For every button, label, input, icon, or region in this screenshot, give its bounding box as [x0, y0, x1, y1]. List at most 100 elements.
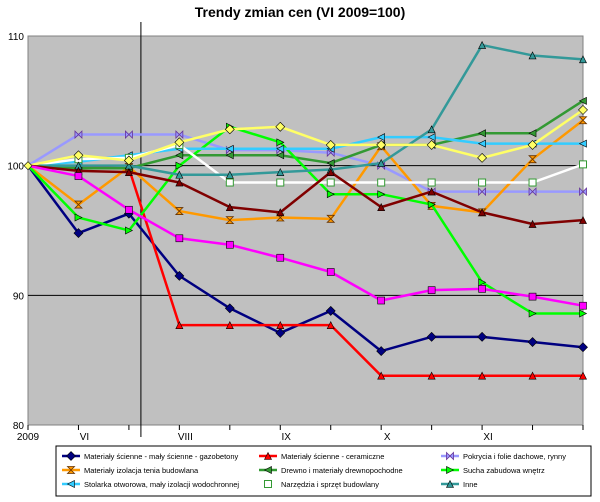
legend-label: Materiały izolacja tenia budowlana: [84, 466, 199, 475]
marker-play: [377, 190, 386, 199]
marker-diamond: [174, 137, 185, 148]
marker-diamond: [224, 124, 235, 135]
marker-triangle: [377, 202, 386, 211]
marker-square-open: [377, 178, 386, 187]
marker-square-open: [326, 178, 335, 187]
marker-hourglass: [528, 155, 538, 164]
marker-square: [125, 205, 133, 214]
legend-item: Inne: [441, 479, 478, 489]
marker-triangle: [478, 40, 487, 49]
marker-triangle: [276, 208, 285, 217]
marker-diamond: [477, 331, 488, 342]
marker-square: [377, 296, 385, 305]
marker-arrow: [477, 129, 486, 138]
marker-arrow: [225, 151, 234, 160]
legend-label: Narzędzia i sprzęt budowlany: [281, 480, 379, 489]
marker-play: [446, 466, 455, 474]
marker-triangle: [528, 51, 537, 60]
marker-bowtie: [528, 187, 537, 197]
marker-diamond: [578, 342, 588, 353]
marker-left-triangle: [66, 480, 75, 488]
legend-box: [55, 445, 592, 497]
legend-label: Inne: [463, 480, 478, 489]
series-line: [27, 99, 584, 170]
marker-left-triangle: [427, 133, 436, 142]
marker-play: [528, 309, 537, 318]
x-tick-label: IX: [282, 432, 292, 443]
marker-square: [579, 301, 587, 310]
marker-square: [326, 268, 335, 276]
x-tick-label: 2009: [17, 432, 40, 443]
series-line: [27, 164, 584, 307]
legend-item: Stolarka otworowa, mały izolacji wodochr…: [62, 480, 239, 489]
series-line: [27, 108, 584, 167]
marker-triangle: [528, 219, 537, 228]
marker-square-open: [225, 178, 234, 187]
marker-left-triangle: [276, 144, 285, 153]
series-9: [27, 104, 588, 167]
marker-diamond: [73, 150, 84, 161]
marker-left-triangle: [225, 144, 234, 153]
marker-square-open: [427, 178, 436, 187]
series-line: [27, 164, 584, 226]
series-5: [27, 122, 588, 318]
marker-diamond: [426, 139, 437, 150]
legend: Materiały ścienne - mały ścienne - gazob…: [55, 445, 592, 497]
marker-hourglass: [578, 116, 588, 125]
marker-bowtie: [446, 451, 454, 461]
marker-hourglass: [326, 214, 336, 223]
series-11: [27, 164, 587, 310]
marker-square-open: [579, 160, 587, 169]
plot-background: [27, 35, 584, 426]
marker-diamond: [325, 139, 336, 150]
marker-play: [326, 190, 335, 199]
legend-label: Drewno i materiały drewnopochodne: [281, 466, 403, 475]
marker-square-open: [478, 178, 487, 187]
marker-arrow: [326, 159, 335, 168]
marker-triangle: [124, 167, 133, 176]
marker-triangle: [478, 371, 487, 380]
y-tick-label: 80: [13, 421, 25, 432]
marker-arrow: [263, 466, 272, 474]
x-tick-label: VIII: [178, 432, 193, 443]
marker-diamond: [477, 152, 488, 163]
marker-triangle: [225, 320, 234, 329]
marker-triangle: [427, 187, 436, 196]
marker-left-triangle: [578, 139, 587, 148]
y-tick-label: 90: [13, 291, 25, 302]
marker-diamond: [224, 303, 235, 314]
marker-play: [74, 213, 83, 222]
marker-triangle: [175, 320, 184, 329]
marker-triangle: [377, 158, 386, 167]
series-line: [27, 135, 583, 167]
series-line: [28, 43, 584, 176]
marker-triangle: [446, 479, 454, 488]
y-tick-label: 110: [8, 32, 24, 43]
marker-triangle: [326, 167, 335, 176]
series-line: [27, 143, 584, 184]
series-line: [27, 125, 583, 315]
marker-square: [74, 172, 83, 180]
marker-triangle: [225, 202, 234, 211]
marker-diamond: [527, 139, 538, 150]
marker-diamond: [66, 451, 76, 461]
marker-left-triangle: [477, 139, 486, 148]
legend-item: Materiały ścienne - mały ścienne - gazob…: [62, 451, 238, 461]
marker-bowtie: [125, 130, 133, 140]
marker-arrow: [578, 96, 587, 105]
plot-area: 80 90 100 110 2009 VI VIII IX X XI: [7, 22, 588, 443]
marker-hourglass: [174, 207, 184, 215]
marker-bowtie: [175, 130, 184, 140]
marker-square: [276, 253, 285, 262]
marker-triangle: [377, 371, 386, 380]
marker-diamond: [376, 346, 387, 357]
marker-play: [427, 200, 436, 209]
marker-play: [175, 161, 184, 170]
x-tick-label: VI: [80, 432, 89, 443]
marker-triangle: [264, 451, 272, 460]
marker-square: [175, 234, 184, 243]
legend-item: Narzędzia i sprzęt budowlany: [259, 480, 379, 489]
marker-diamond: [426, 331, 437, 342]
marker-play: [478, 278, 487, 287]
